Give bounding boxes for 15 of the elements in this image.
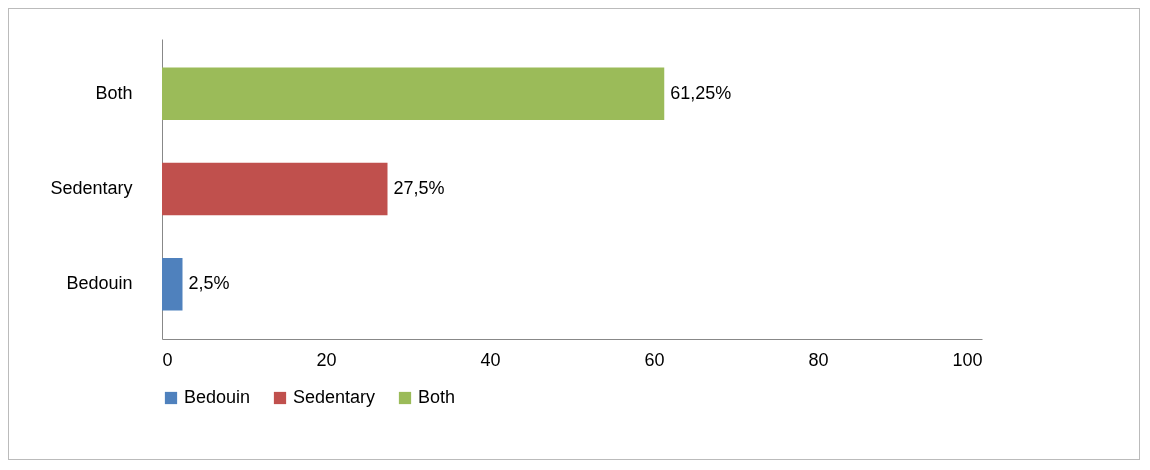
data-label: 27,5% <box>393 178 445 198</box>
y-tick-label: Both <box>95 82 133 103</box>
x-tick-label: 60 <box>644 349 665 370</box>
data-label: 61,25% <box>670 82 732 103</box>
legend-label: Bedouin <box>184 387 251 407</box>
x-tick-label: 20 <box>316 349 337 370</box>
x-tick-label: 80 <box>808 349 829 370</box>
x-tick-label: 40 <box>480 349 501 370</box>
x-tick-label: 0 <box>162 349 173 370</box>
y-tick-label: Bedouin <box>66 273 133 294</box>
y-tick-label: Sedentary <box>50 178 133 198</box>
x-tick-label: 100 <box>952 349 983 370</box>
legend-label: Sedentary <box>293 387 376 407</box>
legend-label: Both <box>418 387 456 407</box>
data-label: 2,5% <box>188 273 230 294</box>
